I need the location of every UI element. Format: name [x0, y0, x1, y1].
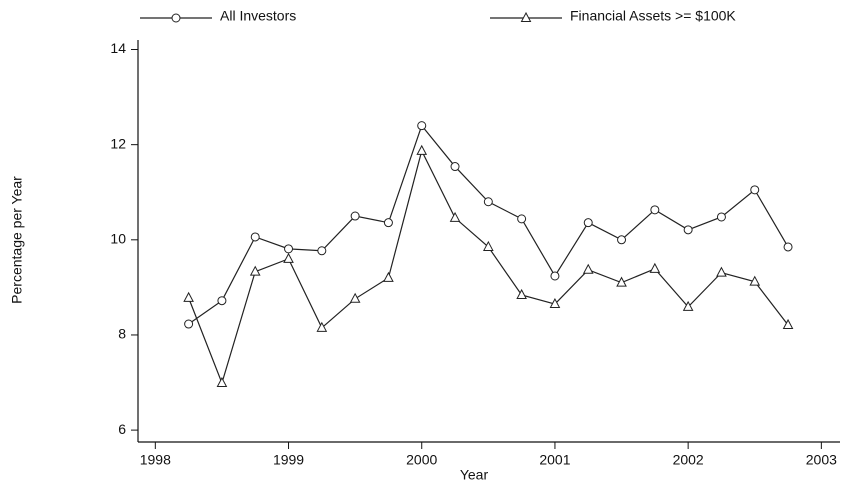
y-tick-label: 8: [118, 326, 126, 342]
marker: [650, 205, 660, 215]
marker: [783, 242, 793, 252]
marker: [249, 265, 261, 276]
marker: [383, 218, 393, 228]
x-tick-label: 2003: [806, 452, 837, 468]
y-axis-title: Percentage per Year: [9, 176, 25, 304]
x-tick-label: 2001: [539, 452, 570, 468]
series-line: [188, 149, 789, 385]
marker: [616, 276, 627, 287]
marker: [250, 232, 260, 242]
marker: [317, 246, 327, 256]
legend-label: All Investors: [220, 8, 296, 24]
marker: [716, 212, 726, 222]
marker: [283, 252, 294, 263]
y-tick-label: 10: [110, 231, 126, 247]
x-tick-label: 2002: [673, 452, 704, 468]
marker: [216, 376, 228, 388]
marker: [417, 121, 427, 131]
marker: [682, 300, 694, 311]
y-tick-label: 14: [110, 40, 126, 56]
x-tick-label: 1999: [273, 452, 304, 468]
marker: [416, 144, 428, 155]
legend-label: Financial Assets >= $100K: [570, 8, 736, 24]
marker: [284, 244, 294, 254]
marker: [483, 197, 493, 207]
marker: [450, 162, 460, 172]
marker: [449, 211, 461, 222]
marker: [549, 297, 561, 309]
x-axis-title: Year: [460, 467, 489, 483]
marker: [350, 211, 360, 221]
marker: [516, 288, 527, 299]
marker: [749, 275, 761, 286]
marker: [183, 291, 194, 302]
marker: [583, 218, 593, 228]
marker: [782, 318, 794, 329]
marker: [184, 319, 194, 329]
x-tick-label: 2000: [406, 452, 437, 468]
y-tick-label: 6: [118, 421, 126, 437]
marker: [316, 321, 328, 332]
marker: [649, 262, 661, 273]
series-line: [188, 124, 789, 325]
marker: [750, 185, 760, 195]
x-tick-label: 1998: [140, 452, 171, 468]
marker: [520, 11, 532, 22]
marker: [716, 266, 727, 277]
marker: [517, 214, 527, 224]
marker: [483, 240, 494, 251]
marker: [617, 235, 627, 245]
marker: [349, 292, 361, 303]
marker: [383, 271, 394, 282]
marker: [683, 225, 693, 235]
marker: [171, 13, 181, 23]
marker: [582, 263, 594, 274]
y-tick-label: 12: [110, 135, 126, 151]
marker: [550, 271, 560, 281]
marker: [217, 296, 227, 306]
